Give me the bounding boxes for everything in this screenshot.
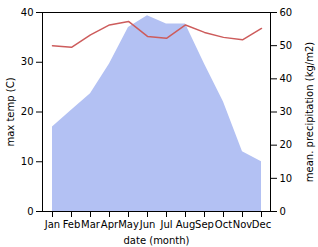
svg-text:Jan: Jan — [44, 219, 60, 230]
svg-text:Dec: Dec — [252, 219, 271, 230]
svg-text:30: 30 — [21, 56, 34, 67]
svg-text:Oct: Oct — [215, 219, 232, 230]
svg-text:30: 30 — [280, 106, 293, 117]
svg-text:Jun: Jun — [139, 219, 156, 230]
svg-text:10: 10 — [21, 156, 34, 167]
svg-text:Apr: Apr — [101, 219, 119, 230]
svg-text:date (month): date (month) — [124, 235, 190, 246]
svg-text:0: 0 — [27, 206, 33, 217]
svg-text:20: 20 — [280, 139, 293, 150]
svg-text:Aug: Aug — [176, 219, 196, 230]
svg-text:Mar: Mar — [81, 219, 101, 230]
svg-text:Feb: Feb — [63, 219, 81, 230]
svg-text:Jul: Jul — [159, 219, 172, 230]
svg-text:max temp (C): max temp (C) — [5, 77, 16, 146]
svg-text:50: 50 — [280, 40, 293, 51]
svg-text:Nov: Nov — [233, 219, 253, 230]
svg-text:May: May — [118, 219, 139, 230]
svg-text:40: 40 — [280, 73, 293, 84]
svg-text:60: 60 — [280, 7, 293, 18]
svg-text:mean. precipitation (kg/m2): mean. precipitation (kg/m2) — [304, 42, 315, 182]
svg-text:10: 10 — [280, 173, 293, 184]
svg-text:20: 20 — [21, 106, 34, 117]
svg-text:0: 0 — [280, 206, 286, 217]
svg-text:40: 40 — [21, 7, 34, 18]
svg-text:Sep: Sep — [195, 219, 214, 230]
